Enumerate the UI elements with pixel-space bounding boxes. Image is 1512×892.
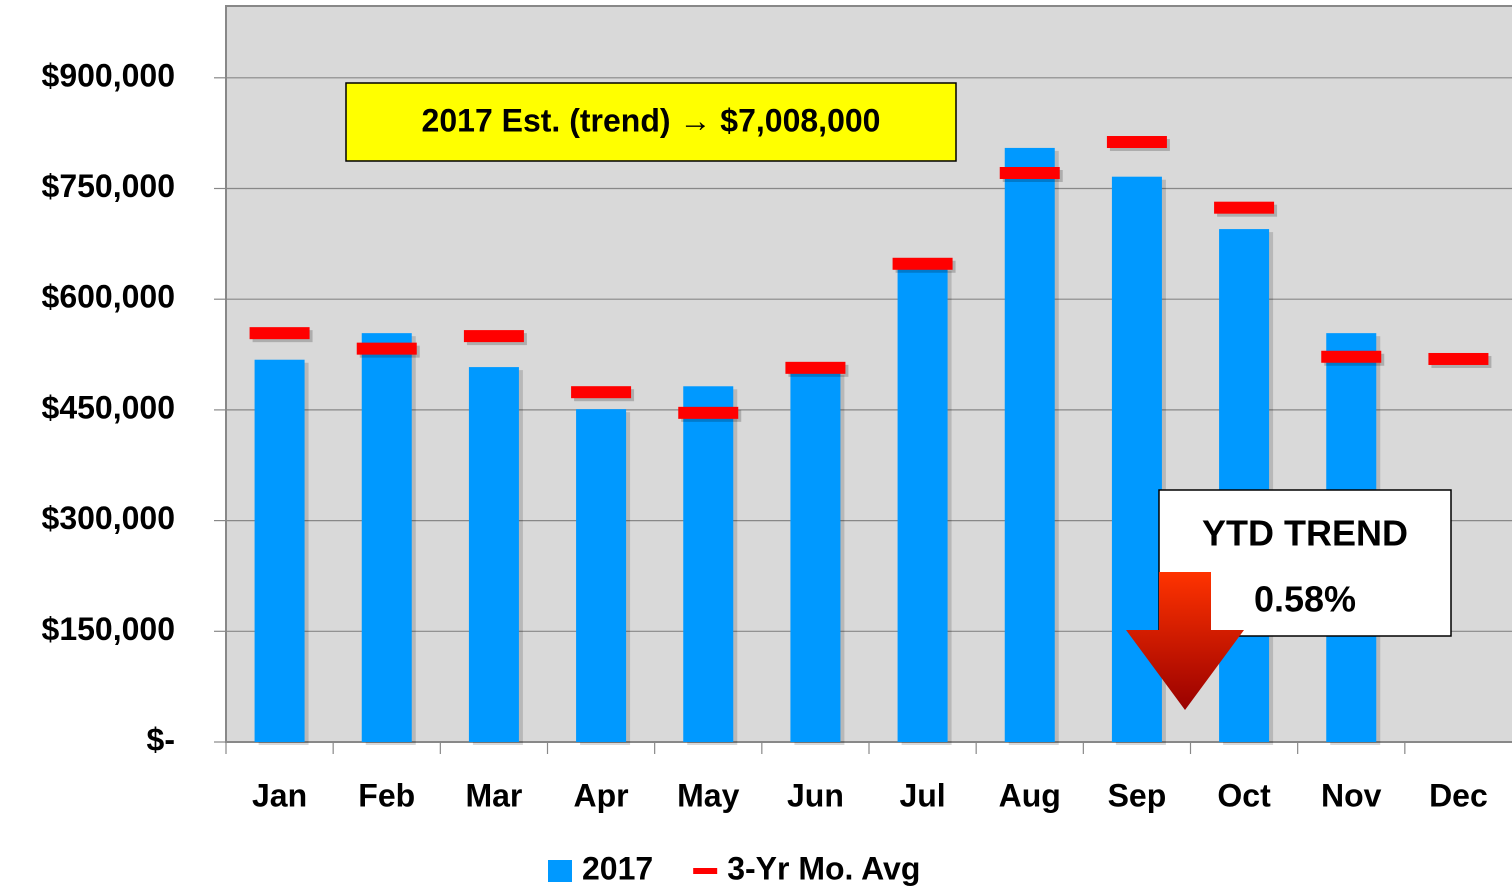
legend-swatch xyxy=(548,860,572,882)
avg-marker xyxy=(678,406,739,419)
bar xyxy=(1004,147,1055,742)
x-tick-label: Jun xyxy=(787,777,844,813)
bar xyxy=(254,359,305,742)
x-tick-label: May xyxy=(677,777,739,813)
y-tick-label: $150,000 xyxy=(42,611,175,647)
avg-marker xyxy=(1321,350,1382,363)
x-tick-label: Jul xyxy=(899,777,945,813)
avg-marker xyxy=(463,330,524,343)
bar xyxy=(897,268,948,742)
legend-swatch xyxy=(693,868,718,874)
y-tick-label: $600,000 xyxy=(42,279,175,315)
legend-label: 2017 xyxy=(582,850,653,886)
avg-marker xyxy=(249,327,310,340)
x-tick-label: Sep xyxy=(1108,777,1167,813)
trend-title: YTD TREND xyxy=(1202,513,1408,554)
bar xyxy=(790,372,841,742)
trend-value: 0.58% xyxy=(1254,579,1356,620)
bar xyxy=(361,333,412,742)
x-tick-label: Nov xyxy=(1321,777,1382,813)
x-tick-label: Aug xyxy=(999,777,1061,813)
y-tick-label: $750,000 xyxy=(42,168,175,204)
avg-marker xyxy=(1106,136,1167,149)
avg-marker xyxy=(785,361,846,374)
y-tick-label: $- xyxy=(147,721,175,757)
avg-marker xyxy=(999,167,1060,180)
bar xyxy=(1219,229,1270,743)
avg-marker xyxy=(571,386,632,399)
estimate-box xyxy=(345,82,957,162)
x-tick-label: Apr xyxy=(574,777,629,813)
x-tick-label: Feb xyxy=(358,777,415,813)
estimate-text: 2017 Est. (trend) → $7,008,000 xyxy=(422,102,881,138)
avg-marker xyxy=(892,257,953,270)
avg-marker xyxy=(356,342,417,355)
down-arrow xyxy=(1126,572,1244,710)
bar xyxy=(468,367,519,742)
bar xyxy=(576,409,627,742)
y-tick-label: $900,000 xyxy=(42,57,175,93)
bar xyxy=(683,386,734,742)
y-tick-label: $300,000 xyxy=(42,500,175,536)
avg-marker xyxy=(1214,201,1275,214)
x-tick-label: Oct xyxy=(1217,777,1271,813)
x-tick-label: Dec xyxy=(1429,777,1488,813)
x-tick-label: Mar xyxy=(465,777,522,813)
legend-label: 3-Yr Mo. Avg xyxy=(727,850,920,886)
avg-marker xyxy=(1428,352,1489,365)
y-tick-label: $450,000 xyxy=(42,389,175,425)
x-tick-label: Jan xyxy=(252,777,307,813)
